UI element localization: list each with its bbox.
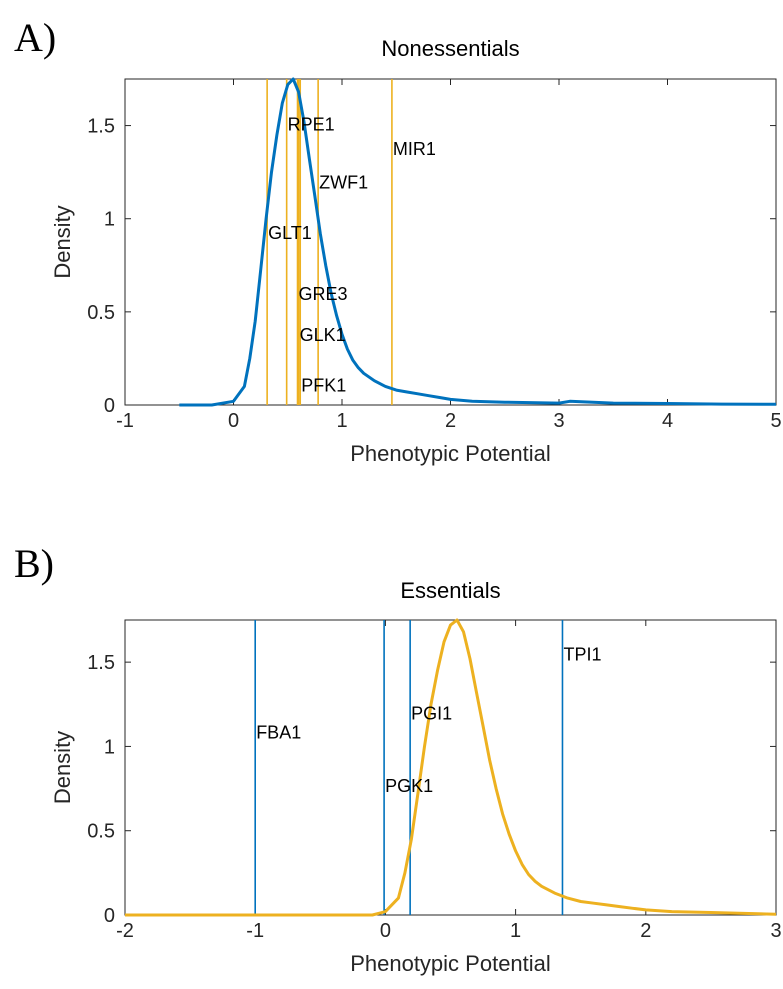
chart-1-density-curve xyxy=(179,77,777,407)
chart-1-gene-label: RPE1 xyxy=(288,115,335,135)
chart-1-gene-label: PFK1 xyxy=(301,376,346,396)
chart-2-x-tick-label: 3 xyxy=(770,920,781,942)
chart-1-title: Nonessentials xyxy=(381,36,519,61)
chart-2-x-tick-label: -2 xyxy=(116,920,134,942)
panel-a-letter: A) xyxy=(14,15,57,60)
chart-1-gene-label: GLK1 xyxy=(300,325,346,345)
chart-1-y-tick-label: 0.5 xyxy=(87,302,115,324)
chart-2-y-axis-label: Density xyxy=(50,731,75,804)
chart-2-y-tick-label: 0.5 xyxy=(87,821,115,843)
chart-1-x-tick-label: 4 xyxy=(662,410,673,432)
chart-2-gene-label: FBA1 xyxy=(256,722,301,742)
chart-1-gene-label: MIR1 xyxy=(393,139,436,159)
chart-1-x-tick-label: -1 xyxy=(116,410,134,432)
chart-2-y-tick-label: 0 xyxy=(104,905,115,927)
chart-1-axes-box xyxy=(124,78,777,406)
chart-2-density-curve xyxy=(125,618,777,917)
chart-2-x-axis-label: Phenotypic Potential xyxy=(350,951,551,976)
chart-2-gene-label: PGI1 xyxy=(411,704,452,724)
panel-b-letter: B) xyxy=(14,541,54,586)
chart-1-x-tick-label: 5 xyxy=(770,410,781,432)
chart-1-y-tick-label: 1.5 xyxy=(87,116,115,138)
chart-1-y-axis-label: Density xyxy=(50,205,75,278)
chart-1-x-tick-label: 2 xyxy=(445,410,456,432)
chart-1-x-tick-label: 3 xyxy=(553,410,564,432)
chart-2-x-tick-label: 2 xyxy=(640,920,651,942)
chart-1-x-tick-label: 1 xyxy=(336,410,347,432)
chart-2-title: Essentials xyxy=(400,578,500,603)
chart-2-x-tick-label: 1 xyxy=(510,920,521,942)
chart-1-gene-label: GRE3 xyxy=(299,284,348,304)
chart-1-x-tick-label: 0 xyxy=(228,410,239,432)
chart-2-x-tick-label: -1 xyxy=(246,920,264,942)
chart-2-gene-label: TPI1 xyxy=(563,645,601,665)
chart-2-x-tick-label: 0 xyxy=(380,920,391,942)
chart-2-axes-box xyxy=(124,619,777,916)
chart-2-y-tick-label: 1.5 xyxy=(87,652,115,674)
chart-2-gene-label: PGK1 xyxy=(385,776,433,796)
chart-2-y-tick-label: 1 xyxy=(104,736,115,758)
chart-1-x-axis-label: Phenotypic Potential xyxy=(350,441,551,466)
chart-1-y-tick-label: 1 xyxy=(104,209,115,231)
chart-1-gene-label: ZWF1 xyxy=(319,172,368,192)
chart-1-gene-label: GLT1 xyxy=(268,223,312,243)
chart-1-y-tick-label: 0 xyxy=(104,395,115,417)
